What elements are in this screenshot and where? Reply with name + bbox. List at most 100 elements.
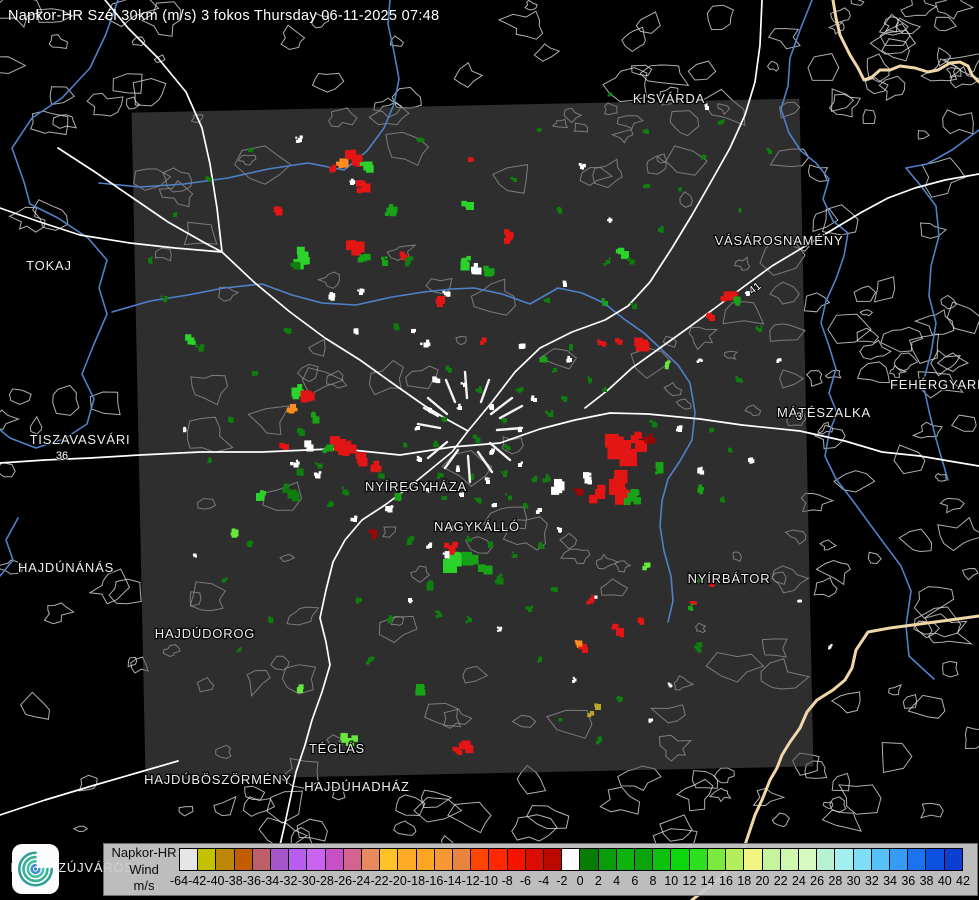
radar-echo <box>735 375 738 379</box>
settlement-boundary-outline <box>945 67 962 79</box>
radar-echo <box>293 407 298 412</box>
radar-echo <box>365 165 374 173</box>
radar-echo <box>223 578 227 582</box>
radar-echo <box>231 528 236 533</box>
radar-echo <box>455 747 460 751</box>
settlement-boundary-outline <box>838 784 882 815</box>
radar-echo <box>364 253 371 261</box>
radar-echo <box>410 599 413 602</box>
radar-echo <box>295 459 299 462</box>
radar-echo <box>474 267 482 275</box>
legend-tick: -14 <box>443 874 462 888</box>
settlement-boundary-outline <box>0 56 27 75</box>
radar-echo <box>530 605 534 609</box>
radar-echo <box>551 486 560 495</box>
radar-echo <box>435 610 439 614</box>
radar-echo <box>556 527 560 530</box>
legend-color-box <box>252 849 272 870</box>
radar-echo <box>615 487 627 499</box>
radar-echo <box>697 487 703 493</box>
radar-echo <box>446 368 449 371</box>
radar-echo <box>443 496 447 500</box>
radar-echo <box>209 177 213 180</box>
settlement-boundary-outline <box>850 0 865 6</box>
radar-echo <box>350 517 354 521</box>
radar-echo <box>609 92 613 96</box>
radar-echo <box>481 338 485 342</box>
radar-echo <box>428 488 432 492</box>
radar-echo <box>578 646 582 650</box>
radar-echo <box>760 325 763 328</box>
radar-echo <box>472 434 477 439</box>
river-path <box>111 283 696 623</box>
radar-echo <box>447 293 451 297</box>
radar-echo <box>648 719 652 723</box>
radar-echo <box>689 607 694 611</box>
radar-echo <box>721 496 725 500</box>
radar-echo <box>433 443 437 447</box>
radar-echo <box>339 158 349 168</box>
radar-echo <box>442 497 445 501</box>
settlement-boundary-outline <box>939 497 965 514</box>
radar-echo <box>318 463 322 467</box>
legend-tick: 16 <box>719 874 733 888</box>
radar-echo <box>351 735 358 742</box>
radar-echo <box>630 435 639 444</box>
radar-echo <box>563 398 567 402</box>
radar-echo <box>582 647 588 653</box>
city-label: TÉGLÁS <box>309 741 365 756</box>
radar-echo <box>711 427 715 431</box>
radar-echo <box>489 541 493 545</box>
settlement-boundary-outline <box>898 528 933 553</box>
radar-echo <box>164 295 168 300</box>
radar-echo <box>317 473 321 477</box>
radar-echo <box>550 410 554 413</box>
radar-echo <box>536 128 539 131</box>
radar-echo <box>776 359 780 362</box>
city-label: HAJDÚDOROG <box>155 626 255 641</box>
radar-echo <box>581 167 584 170</box>
radar-echo <box>538 656 542 660</box>
settlement-boundary-outline <box>807 53 840 81</box>
radar-echo <box>729 291 738 300</box>
radar-echo <box>185 334 192 341</box>
legend-product-label: Napkor-HR <box>111 845 177 860</box>
settlement-boundary-outline <box>853 285 877 303</box>
radar-echo <box>359 288 363 292</box>
radar-echo <box>417 137 422 142</box>
radar-echo <box>768 150 772 154</box>
settlement-boundary-outline <box>888 684 903 696</box>
radar-echo <box>463 261 470 269</box>
radar-echo <box>649 420 653 423</box>
settlement-boundary-outline <box>599 786 641 815</box>
settlement-boundary-outline <box>8 388 32 405</box>
settlement-boundary-outline <box>213 795 237 817</box>
radar-echo <box>373 460 380 467</box>
radar-echo <box>470 157 474 162</box>
settlement-boundary-outline <box>0 0 43 28</box>
legend-color-box <box>616 849 636 870</box>
radar-echo <box>370 464 378 472</box>
radar-echo <box>296 428 302 434</box>
legend-tick: 32 <box>864 874 879 888</box>
radar-echo <box>710 581 715 586</box>
radar-echo <box>587 375 590 378</box>
radar-echo <box>408 598 412 602</box>
radar-echo <box>409 600 412 604</box>
legend-tick-labels: -64 -42 -40 -38 -36 -34 -32 -30 -28 -26 -24 -22 -20-… <box>170 874 970 891</box>
settlement-boundary-outline <box>48 34 69 49</box>
legend-color-box <box>762 849 781 870</box>
radar-echo <box>717 120 722 125</box>
radar-echo <box>182 429 186 433</box>
radar-echo <box>567 357 571 362</box>
radar-echo <box>538 541 543 546</box>
radar-echo <box>651 423 655 427</box>
radar-echo <box>292 392 300 400</box>
radar-echo <box>558 530 561 533</box>
radar-echo <box>291 493 300 502</box>
radar-echo <box>341 732 346 737</box>
radar-echo <box>520 462 523 465</box>
radar-echo <box>395 326 400 331</box>
radar-echo <box>500 418 504 422</box>
radar-echo <box>600 341 604 345</box>
